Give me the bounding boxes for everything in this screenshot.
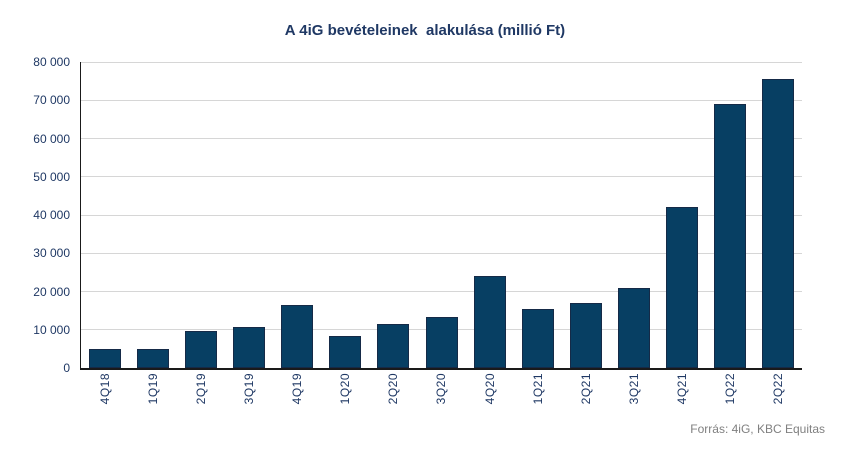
bar-4Q20 [473, 276, 506, 368]
bar-1Q22 [713, 104, 746, 368]
x-axis-labels: 4Q18 1Q19 2Q19 3Q19 4Q19 1Q20 2Q20 3Q20 4Q20 1Q21… [81, 368, 802, 424]
bar-4Q21 [665, 207, 698, 368]
gridline [81, 291, 802, 292]
bar-1Q19 [137, 348, 170, 368]
y-tick-label: 20 000 [33, 284, 70, 299]
y-tick-label: 10 000 [33, 322, 70, 337]
x-tick-label: 1Q20 [338, 373, 353, 405]
y-tick-label: 30 000 [33, 246, 70, 261]
x-tick-label: 1Q22 [722, 373, 737, 405]
bar-4Q18 [89, 349, 122, 368]
gridline [81, 252, 802, 254]
y-tick-label: 40 000 [33, 208, 70, 222]
x-axis-line [79, 368, 802, 370]
x-tick-label: 3Q20 [434, 373, 449, 405]
bar-2Q20 [377, 324, 410, 368]
x-tick-label: 2Q19 [194, 373, 209, 405]
x-tick-label: 3Q21 [626, 373, 641, 405]
x-tick-label: 4Q18 [98, 373, 113, 405]
x-tick-label: 3Q19 [242, 373, 257, 405]
plot-area [79, 61, 802, 370]
gridline [81, 61, 802, 63]
bar-3Q19 [233, 327, 266, 368]
source-note: Forrás: 4iG, KBC Equitas [690, 422, 825, 436]
x-tick-label: 2Q21 [578, 373, 593, 405]
bar-1Q21 [521, 309, 554, 368]
gridline [81, 176, 802, 178]
bar-3Q21 [617, 287, 650, 368]
x-tick-label: 1Q21 [530, 373, 545, 405]
bar-4Q19 [281, 305, 314, 368]
gridline [81, 214, 802, 216]
x-tick-label: 4Q19 [290, 373, 305, 405]
y-tick-label: 70 000 [33, 93, 70, 108]
bar-2Q21 [569, 302, 602, 368]
bar-3Q20 [425, 316, 458, 368]
x-tick-label: 2Q22 [770, 373, 785, 405]
bar-2Q19 [185, 330, 218, 368]
x-tick-label: 1Q19 [146, 373, 161, 405]
x-tick-label: 2Q20 [386, 373, 401, 405]
x-tick-label: 4Q21 [674, 373, 689, 405]
y-tick-label: 0 [63, 361, 70, 375]
y-tick-label: 80 000 [33, 55, 70, 69]
x-tick-label: 4Q20 [482, 373, 497, 405]
bar-1Q20 [329, 335, 362, 368]
y-tick-label: 60 000 [33, 131, 70, 146]
y-axis-line [79, 62, 81, 370]
gridline [81, 138, 802, 139]
bar-2Q22 [761, 79, 794, 368]
chart-title: A 4iG bevételeinek alakulása (millió Ft) [284, 22, 566, 39]
y-tick-label: 50 000 [33, 169, 70, 184]
gridline [81, 99, 802, 101]
y-axis-labels: 0 10 000 20 000 30 000 40 000 50 000 60 000 70 … [0, 55, 70, 375]
